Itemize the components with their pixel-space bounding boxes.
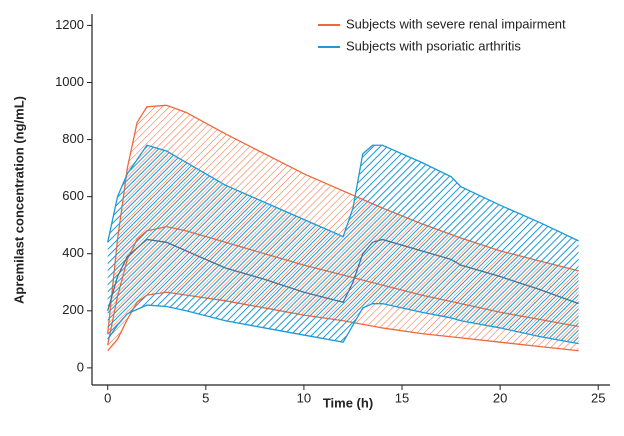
x-axis-label: Time (h) (323, 395, 373, 410)
y-tick-label: 800 (62, 131, 84, 146)
lower-line (107, 303, 579, 345)
x-tick-label: 5 (202, 390, 209, 405)
band-fill (107, 145, 579, 344)
y-axis-label: Apremilast concentration (ng/mL) (11, 96, 26, 304)
x-tick-label: 20 (493, 390, 507, 405)
x-tick-label: 15 (395, 390, 409, 405)
legend-label: Subjects with severe renal impairment (346, 16, 566, 31)
x-tick-label: 25 (591, 390, 605, 405)
y-tick-label: 600 (62, 188, 84, 203)
x-tick-label: 10 (297, 390, 311, 405)
upper-line (107, 144, 579, 243)
middle-line (107, 238, 579, 311)
y-tick-label: 400 (62, 245, 84, 260)
legend-label: Subjects with psoriatic arthritis (346, 38, 521, 53)
y-tick-label: 200 (62, 302, 84, 317)
y-tick-label: 1200 (55, 17, 84, 32)
x-tick-label: 0 (104, 390, 111, 405)
y-tick-label: 0 (77, 359, 84, 374)
y-tick-label: 1000 (55, 74, 84, 89)
